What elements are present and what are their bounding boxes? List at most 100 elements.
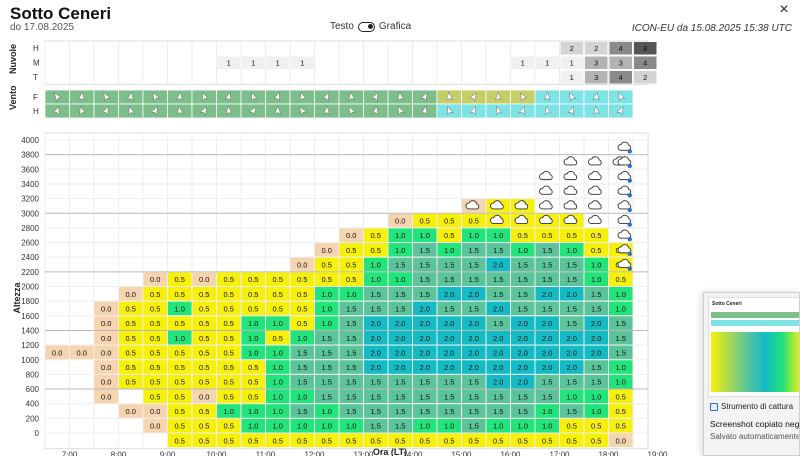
thermal-value: 0.5 <box>199 304 209 313</box>
thermal-cell <box>560 272 584 286</box>
thermal-value: 0.5 <box>273 436 283 445</box>
thermal-value: 0.5 <box>346 246 356 255</box>
toggle-switch[interactable] <box>357 21 375 32</box>
rain-drop <box>627 193 632 198</box>
wind-arrow-icon <box>420 92 428 102</box>
cloud-cover-value: 1 <box>251 59 255 68</box>
thermal-cell <box>609 345 633 360</box>
thermal-value: 1.5 <box>591 304 601 313</box>
wind-arrow-shape <box>371 91 379 102</box>
thermal-value: 1.5 <box>420 246 430 255</box>
notification-thumbnail[interactable]: Sotto Ceneri <box>708 297 799 397</box>
cloud-cover-cell <box>511 56 534 69</box>
view-toggle[interactable]: Testo Grafica <box>330 21 411 32</box>
thermal-cell <box>560 374 584 389</box>
thermal-cell <box>511 360 535 374</box>
thermal-cell <box>584 360 608 374</box>
thermal-value: 0.0 <box>52 348 62 357</box>
cloud-cover-cell <box>634 71 657 84</box>
thermal-value: 1.0 <box>322 290 332 299</box>
rain-cloud-icon <box>617 258 632 271</box>
thermal-value: 1.5 <box>371 407 381 416</box>
thermal-value: 2.0 <box>542 334 552 343</box>
thermal-value: 1.0 <box>567 392 577 401</box>
thermal-value: 0.5 <box>346 261 356 270</box>
thermal-value: 0.5 <box>199 378 209 387</box>
thermal-value: 0.5 <box>346 275 356 284</box>
toggle-graphic-label[interactable]: Grafica <box>378 21 412 32</box>
thermal-value: 0.5 <box>126 304 136 313</box>
wind-arrow-icon <box>274 105 282 115</box>
wind-arrow-shape <box>519 92 528 102</box>
thermal-cell <box>388 272 412 286</box>
cloud-cover-cell <box>585 71 608 84</box>
thermal-cell <box>560 301 584 316</box>
close-icon[interactable]: × <box>779 1 789 18</box>
cloud-cover-value: 3 <box>619 59 623 68</box>
toggle-text-label[interactable]: Testo <box>330 21 354 32</box>
thermal-value: 0.5 <box>175 407 185 416</box>
cloud-shape <box>588 200 602 210</box>
wind-arrow-icon <box>348 91 356 101</box>
thermal-value: 0.5 <box>616 392 626 401</box>
thermal-cell <box>290 316 314 330</box>
thermal-cell <box>388 418 412 433</box>
thermal-value: 0.5 <box>126 378 136 387</box>
thermal-cell <box>339 389 363 404</box>
thermal-value: 0.5 <box>322 261 332 270</box>
cloud-cover-cell <box>609 71 632 84</box>
thermal-cell <box>119 316 143 330</box>
thermal-value: 1.5 <box>346 334 356 343</box>
thermal-value: 1.5 <box>444 378 454 387</box>
thermal-value: 0.0 <box>199 275 209 284</box>
screenshot-notification[interactable]: Sotto Ceneri Strumento di cattura Screen… <box>703 292 800 456</box>
thermal-cell <box>535 301 559 316</box>
thermal-cell <box>462 374 486 389</box>
thermal-cell <box>315 418 339 433</box>
thermal-value: 0.5 <box>224 348 234 357</box>
thermal-cell <box>535 330 559 345</box>
thermal-cell <box>486 433 510 448</box>
thermal-cell <box>437 330 461 345</box>
thermal-value: 1.5 <box>395 378 405 387</box>
thermal-value: 0.5 <box>199 422 209 431</box>
thermal-cell <box>192 272 216 286</box>
thermal-cell <box>560 418 584 433</box>
thermal-cell <box>192 301 216 316</box>
thermal-value: 1.5 <box>469 304 479 313</box>
thermal-cell <box>241 360 265 374</box>
thermal-value: 0.5 <box>420 436 430 445</box>
wind-arrow-icon <box>371 91 379 102</box>
thermal-value: 2.0 <box>542 363 552 372</box>
thermal-cell <box>339 272 363 286</box>
thermal-value: 0.5 <box>199 348 209 357</box>
thermal-cell <box>290 404 314 418</box>
thermal-cell <box>94 301 118 316</box>
wind-arrow-shape <box>225 105 233 115</box>
wind-arrow-icon <box>518 105 525 116</box>
thermal-value: 0.0 <box>101 378 111 387</box>
wind-row-label: H <box>33 107 39 116</box>
thermal-cell <box>315 287 339 301</box>
thermal-value: 1.5 <box>493 246 503 255</box>
wind-arrow-shape <box>175 91 183 101</box>
thermal-cell <box>192 418 216 433</box>
cloud-cover-value: 3 <box>594 59 598 68</box>
thermal-cell <box>437 257 461 272</box>
thermal-value: 0.0 <box>150 422 160 431</box>
thermal-value: 0.5 <box>248 378 258 387</box>
cloud-icon <box>563 185 578 195</box>
thermal-value: 0.5 <box>199 290 209 299</box>
rain-drop <box>627 163 632 169</box>
thermal-value: 1.5 <box>493 407 503 416</box>
thermal-value: 1.5 <box>371 304 381 313</box>
wind-arrow-icon <box>348 106 356 116</box>
thermal-value: 2.0 <box>493 363 503 372</box>
thermal-value: 0.5 <box>248 363 258 372</box>
thermal-cell <box>143 316 167 330</box>
cloud-icon <box>465 200 480 210</box>
thermal-cell <box>290 433 314 448</box>
rain-drop <box>627 237 632 242</box>
thermal-cell <box>584 389 608 404</box>
thermal-value: 0.5 <box>175 348 185 357</box>
